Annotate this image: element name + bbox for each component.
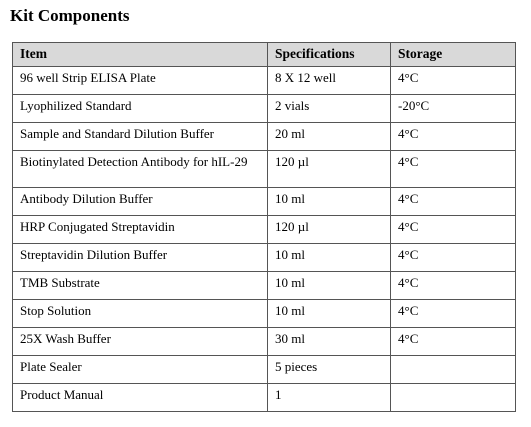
table-row: Lyophilized Standard 2 vials -20°C bbox=[12, 94, 516, 123]
table-cell: -20°C bbox=[390, 94, 516, 123]
table-row: Stop Solution 10 ml 4°C bbox=[12, 299, 516, 328]
table-cell: Sample and Standard Dilution Buffer bbox=[12, 122, 268, 151]
cell-text: 1 bbox=[275, 387, 282, 402]
cell-text: HRP Conjugated Streptavidin bbox=[20, 219, 175, 234]
table-row: Product Manual 1 bbox=[12, 383, 516, 412]
table-cell: Product Manual bbox=[12, 383, 268, 412]
components-table: Item Specifications Storage 96 well Strip … bbox=[12, 42, 516, 412]
table-cell: 4°C bbox=[390, 66, 516, 95]
cell-text: 25X Wash Buffer bbox=[20, 331, 111, 346]
table-cell bbox=[390, 383, 516, 412]
table-cell: 30 ml bbox=[267, 327, 391, 356]
table-cell: 25X Wash Buffer bbox=[12, 327, 268, 356]
cell-text: 120 µl bbox=[275, 219, 309, 234]
cell-text: 4°C bbox=[398, 275, 419, 290]
table-cell: 10 ml bbox=[267, 243, 391, 272]
cell-text: 10 ml bbox=[275, 275, 305, 290]
cell-text: 4°C bbox=[398, 154, 419, 169]
column-header: Specifications bbox=[267, 42, 391, 67]
cell-text: Sample and Standard Dilution Buffer bbox=[20, 126, 215, 141]
table-row: TMB Substrate 10 ml 4°C bbox=[12, 271, 516, 300]
cell-text: 4°C bbox=[398, 70, 419, 85]
table-cell: 4°C bbox=[390, 243, 516, 272]
cell-text: 20 ml bbox=[275, 126, 305, 141]
table-cell: Plate Sealer bbox=[12, 355, 268, 384]
table-row: Sample and Standard Dilution Buffer 20 ml… bbox=[12, 122, 516, 151]
cell-text: Plate Sealer bbox=[20, 359, 82, 374]
table-cell: 20 ml bbox=[267, 122, 391, 151]
table-cell: Antibody Dilution Buffer bbox=[12, 187, 268, 216]
column-header: Item bbox=[12, 42, 268, 67]
table-row: HRP Conjugated Streptavidin 120 µl 4°C bbox=[12, 215, 516, 244]
cell-text: 4°C bbox=[398, 247, 419, 262]
cell-text: 4°C bbox=[398, 303, 419, 318]
table-cell: Streptavidin Dilution Buffer bbox=[12, 243, 268, 272]
table-cell: 4°C bbox=[390, 150, 516, 188]
table-row: 96 well Strip ELISA Plate 8 X 12 well 4°C bbox=[12, 66, 516, 95]
cell-text: 4°C bbox=[398, 126, 419, 141]
cell-text: 10 ml bbox=[275, 247, 305, 262]
cell-text: 8 X 12 well bbox=[275, 70, 337, 85]
table-cell: 120 µl bbox=[267, 215, 391, 244]
cell-text: 10 ml bbox=[275, 191, 305, 206]
table-cell: 120 µl bbox=[267, 150, 391, 188]
cell-text: 2 vials bbox=[275, 98, 310, 113]
table-cell: 8 X 12 well bbox=[267, 66, 391, 95]
cell-text: 4°C bbox=[398, 191, 419, 206]
table-cell: 10 ml bbox=[267, 299, 391, 328]
cell-text: 4°C bbox=[398, 331, 419, 346]
table-cell: 4°C bbox=[390, 187, 516, 216]
table-cell: Lyophilized Standard bbox=[12, 94, 268, 123]
table-cell: 4°C bbox=[390, 327, 516, 356]
table-cell: 10 ml bbox=[267, 187, 391, 216]
cell-text: 30 ml bbox=[275, 331, 305, 346]
cell-text: Product Manual bbox=[20, 387, 104, 402]
cell-text: -20°C bbox=[398, 98, 430, 113]
table-row: Antibody Dilution Buffer 10 ml 4°C bbox=[12, 187, 516, 216]
table-cell: 4°C bbox=[390, 215, 516, 244]
cell-text: 4°C bbox=[398, 219, 419, 234]
header-row: Item Specifications Storage bbox=[12, 42, 516, 67]
table-row: 25X Wash Buffer 30 ml 4°C bbox=[12, 327, 516, 356]
cell-text: 10 ml bbox=[275, 303, 305, 318]
table-cell: 10 ml bbox=[267, 271, 391, 300]
cell-text: 120 µl bbox=[275, 154, 309, 169]
table-cell: 5 pieces bbox=[267, 355, 391, 384]
table-row: Plate Sealer 5 pieces bbox=[12, 355, 516, 384]
cell-text: Lyophilized Standard bbox=[20, 98, 132, 113]
table-row: Biotinylated Detection Antibody for hIL-… bbox=[12, 150, 516, 188]
table-cell: Stop Solution bbox=[12, 299, 268, 328]
table-cell: HRP Conjugated Streptavidin bbox=[12, 215, 268, 244]
cell-text: Streptavidin Dilution Buffer bbox=[20, 247, 168, 262]
cell-text: Stop Solution bbox=[20, 303, 92, 318]
cell-text: 5 pieces bbox=[275, 359, 318, 374]
table-cell: 2 vials bbox=[267, 94, 391, 123]
table-cell: 1 bbox=[267, 383, 391, 412]
table-cell: 4°C bbox=[390, 271, 516, 300]
table-row: Streptavidin Dilution Buffer 10 ml 4°C bbox=[12, 243, 516, 272]
cell-text: 96 well Strip ELISA Plate bbox=[20, 70, 156, 85]
table-cell: TMB Substrate bbox=[12, 271, 268, 300]
title: Kit Components bbox=[10, 6, 130, 25]
table-cell: Biotinylated Detection Antibody for hIL-… bbox=[12, 150, 268, 188]
table-cell: 4°C bbox=[390, 299, 516, 328]
table-cell bbox=[390, 355, 516, 384]
cell-text: TMB Substrate bbox=[20, 275, 100, 290]
table-cell: 4°C bbox=[390, 122, 516, 151]
cell-text: Biotinylated Detection Antibody for hIL-… bbox=[20, 154, 248, 169]
column-header: Storage bbox=[390, 42, 516, 67]
table-cell: 96 well Strip ELISA Plate bbox=[12, 66, 268, 95]
cell-text: Antibody Dilution Buffer bbox=[20, 191, 153, 206]
